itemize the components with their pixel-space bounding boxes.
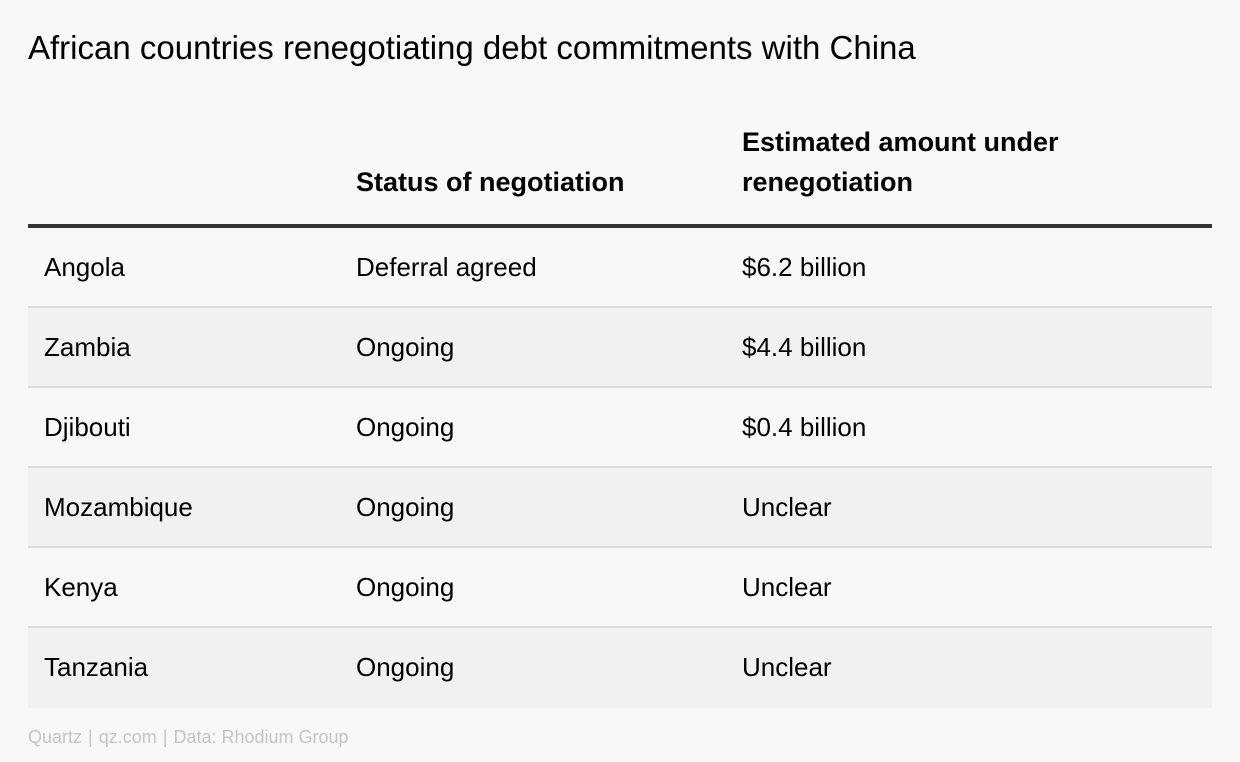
cell-country: Mozambique bbox=[44, 492, 193, 522]
cell-status: Ongoing bbox=[356, 492, 455, 522]
cell-status: Ongoing bbox=[356, 412, 455, 442]
table-body: Angola Deferral agreed $6.2 billion Zambia O… bbox=[28, 228, 1212, 708]
cell-amount: $0.4 billion bbox=[742, 412, 867, 442]
cell-status: Ongoing bbox=[356, 332, 455, 362]
footer-source: Data: Rhodium Group bbox=[173, 727, 349, 747]
chart-title: African countries renegotiating debt com… bbox=[28, 29, 916, 66]
table-row: Zambia Ongoing $4.4 billion bbox=[28, 308, 1212, 388]
table-row: Djibouti Ongoing $0.4 billion bbox=[28, 388, 1212, 468]
table-row: Kenya Ongoing Unclear bbox=[28, 548, 1212, 628]
cell-amount: Unclear bbox=[742, 652, 832, 682]
cell-status: Ongoing bbox=[356, 652, 455, 682]
cell-status: Deferral agreed bbox=[356, 252, 537, 282]
cell-country: Kenya bbox=[44, 572, 118, 602]
footer-brand: Quartz bbox=[28, 727, 83, 747]
cell-amount: Unclear bbox=[742, 572, 832, 602]
table-row: Mozambique Ongoing Unclear bbox=[28, 468, 1212, 548]
cell-status: Ongoing bbox=[356, 572, 455, 602]
footer-divider: | bbox=[88, 727, 93, 747]
cell-amount: $6.2 billion bbox=[742, 252, 867, 282]
cell-country: Angola bbox=[44, 252, 125, 282]
cell-amount: $4.4 billion bbox=[742, 332, 867, 362]
data-table: Status of negotiation Estimated amount u… bbox=[28, 120, 1212, 708]
footer-divider: | bbox=[162, 727, 168, 747]
table-row: Tanzania Ongoing Unclear bbox=[28, 628, 1212, 708]
cell-country: Tanzania bbox=[44, 652, 149, 682]
footer-site: qz.com bbox=[98, 727, 157, 747]
table-header: Status of negotiation Estimated amount u… bbox=[28, 120, 1212, 228]
table-row: Angola Deferral agreed $6.2 billion bbox=[28, 228, 1212, 308]
column-header-amount: Estimated amount under renegotiation bbox=[742, 127, 1059, 197]
cell-country: Djibouti bbox=[44, 412, 131, 442]
footer-credit: Quartz | qz.com | Data: Rhodium Group bbox=[28, 725, 349, 749]
column-header-status: Status of negotiation bbox=[356, 167, 625, 197]
cell-amount: Unclear bbox=[742, 492, 832, 522]
cell-country: Zambia bbox=[44, 332, 131, 362]
